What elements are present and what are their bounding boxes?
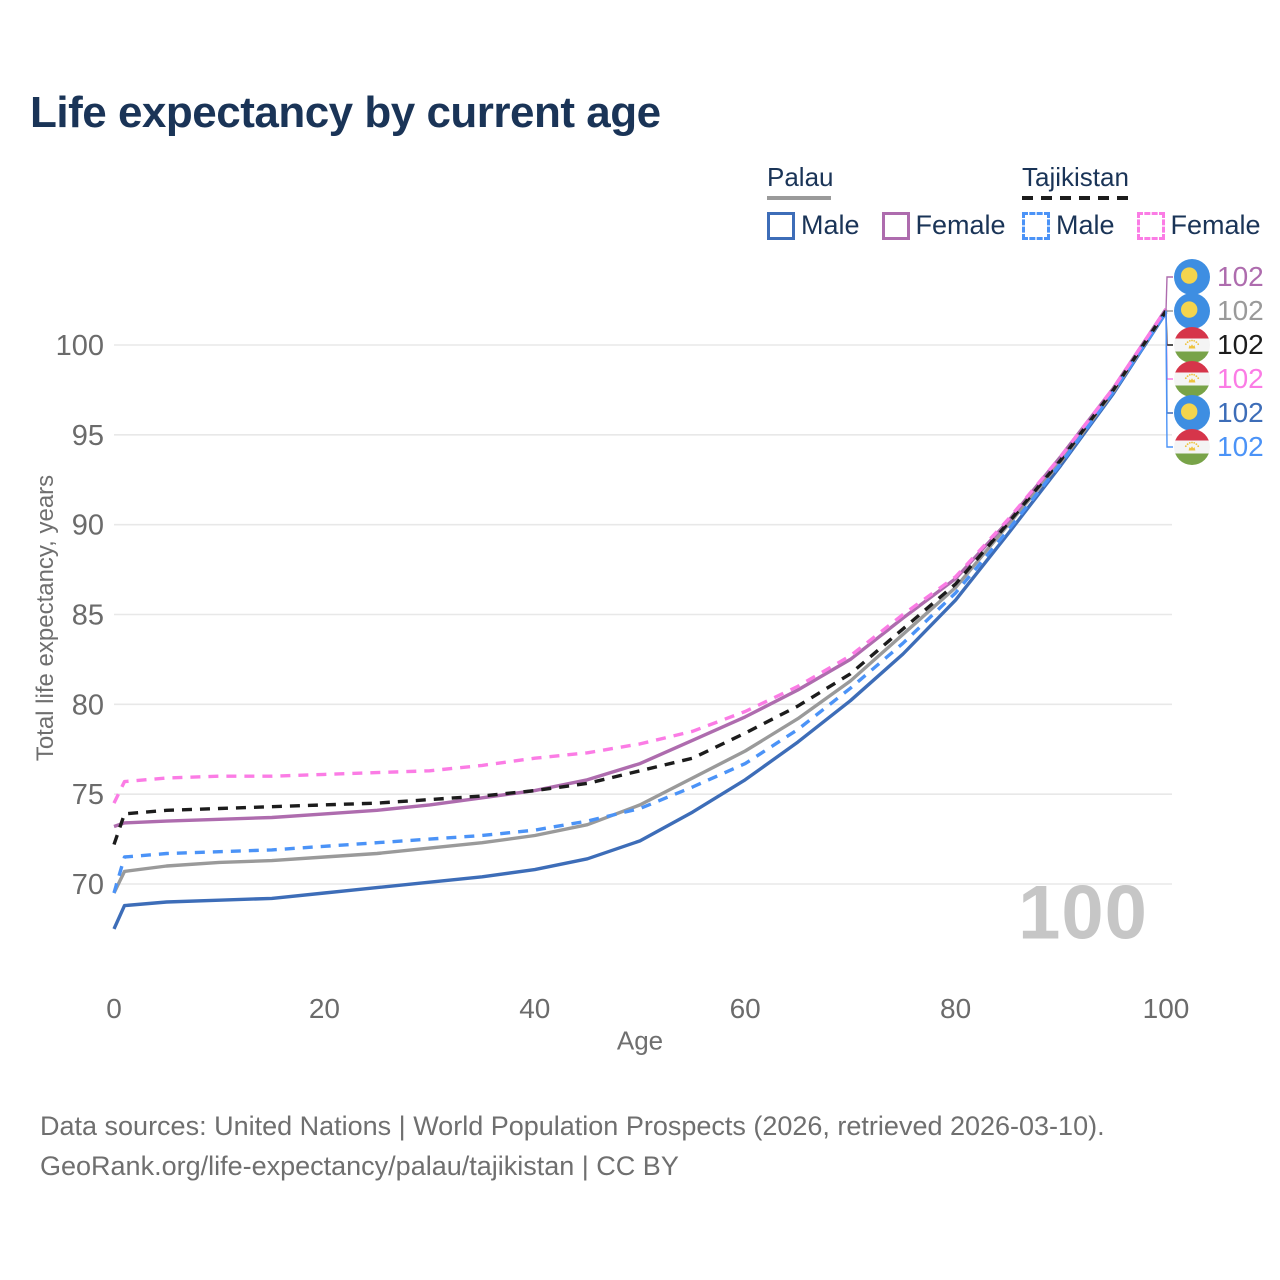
end-label-palau: 102 bbox=[1174, 293, 1264, 329]
x-tick-label-100: 100 bbox=[1143, 993, 1190, 1024]
y-tick-label-75: 75 bbox=[72, 779, 104, 811]
palau-female-swatch-icon bbox=[881, 211, 910, 240]
end-label-tajikistan: 102 bbox=[1174, 327, 1264, 363]
x-tick-label-60: 60 bbox=[730, 993, 761, 1024]
y-tick-label-90: 90 bbox=[72, 510, 104, 542]
y-tick-label-80: 80 bbox=[72, 689, 104, 721]
legend-underline-palau bbox=[767, 196, 831, 200]
footer-sources-line: Data sources: United Nations | World Pop… bbox=[40, 1111, 1105, 1141]
x-tick-label-40: 40 bbox=[519, 993, 550, 1024]
footer: Data sources: United Nations | World Pop… bbox=[40, 1106, 1105, 1186]
series-line-tajikistan-male[interactable] bbox=[112, 311, 1168, 894]
series-line-tajikistan[interactable] bbox=[112, 309, 1168, 846]
legend-group-tajikistan: Tajikistan Male Female bbox=[1022, 162, 1280, 241]
age-counter-watermark: 100 bbox=[1018, 870, 1148, 956]
legend-underline-tajikistan bbox=[1022, 196, 1128, 200]
legend-item-tajikistan-female[interactable]: Female bbox=[1136, 210, 1261, 241]
end-label-value: 102 bbox=[1217, 261, 1264, 292]
x-axis-title: Age bbox=[616, 1025, 664, 1056]
tajikistan-female-swatch-icon bbox=[1136, 211, 1165, 240]
y-tick-label-85: 85 bbox=[72, 600, 104, 632]
tajikistan-flag-icon bbox=[1174, 327, 1210, 363]
y-tick-label-70: 70 bbox=[72, 869, 104, 901]
end-label-value: 102 bbox=[1217, 363, 1264, 394]
legend-item-tajikistan-male[interactable]: Male bbox=[1022, 210, 1115, 241]
palau-flag-icon bbox=[1174, 259, 1210, 295]
palau-flag-icon bbox=[1174, 395, 1210, 431]
legend-item-label: Male bbox=[801, 210, 860, 240]
y-tick-label-95: 95 bbox=[72, 420, 104, 452]
end-label-tajikistan-female: 102 bbox=[1174, 361, 1264, 397]
y-tick-label-100: 100 bbox=[56, 330, 104, 362]
end-label-palau-female: 102 bbox=[1174, 259, 1264, 295]
page-title: Life expectancy by current age bbox=[30, 88, 661, 137]
y-axis-title: Total life expectancy, years bbox=[32, 474, 59, 762]
x-tick-label-80: 80 bbox=[940, 993, 971, 1024]
end-label-connector bbox=[1165, 276, 1173, 311]
end-label-value: 102 bbox=[1217, 295, 1264, 326]
palau-male-swatch-icon bbox=[767, 211, 795, 240]
legend-group-palau: Palau Male Female bbox=[767, 162, 1028, 241]
legend-header-palau: Palau bbox=[767, 162, 834, 192]
legend-item-palau-male[interactable]: Male bbox=[767, 210, 860, 241]
x-tick-label-0: 0 bbox=[106, 993, 122, 1024]
legend-item-label: Male bbox=[1056, 210, 1115, 240]
end-label-palau-male: 102 bbox=[1174, 395, 1264, 431]
tajikistan-flag-icon bbox=[1174, 361, 1210, 397]
palau-flag-icon bbox=[1174, 293, 1210, 329]
series-line-palau-male[interactable] bbox=[112, 311, 1168, 930]
series-line-tajikistan-female[interactable] bbox=[112, 308, 1168, 804]
series-line-palau-female[interactable] bbox=[113, 308, 1168, 829]
end-label-tajikistan-male: 102 bbox=[1174, 429, 1264, 465]
end-label-connector bbox=[1165, 310, 1173, 448]
tajikistan-flag-icon bbox=[1174, 429, 1210, 465]
footer-attribution-line: GeoRank.org/life-expectancy/palau/tajiki… bbox=[40, 1151, 679, 1181]
legend-header-tajikistan: Tajikistan bbox=[1022, 162, 1129, 192]
end-label-value: 102 bbox=[1217, 397, 1264, 428]
series-line-palau[interactable] bbox=[112, 309, 1168, 894]
tajikistan-male-swatch-icon bbox=[1022, 211, 1050, 240]
legend-item-palau-female[interactable]: Female bbox=[881, 210, 1006, 241]
end-label-value: 102 bbox=[1217, 431, 1264, 462]
x-tick-label-20: 20 bbox=[309, 993, 340, 1024]
legend-item-label: Female bbox=[915, 210, 1006, 240]
legend-item-label: Female bbox=[1170, 210, 1261, 240]
end-label-value: 102 bbox=[1217, 329, 1264, 360]
